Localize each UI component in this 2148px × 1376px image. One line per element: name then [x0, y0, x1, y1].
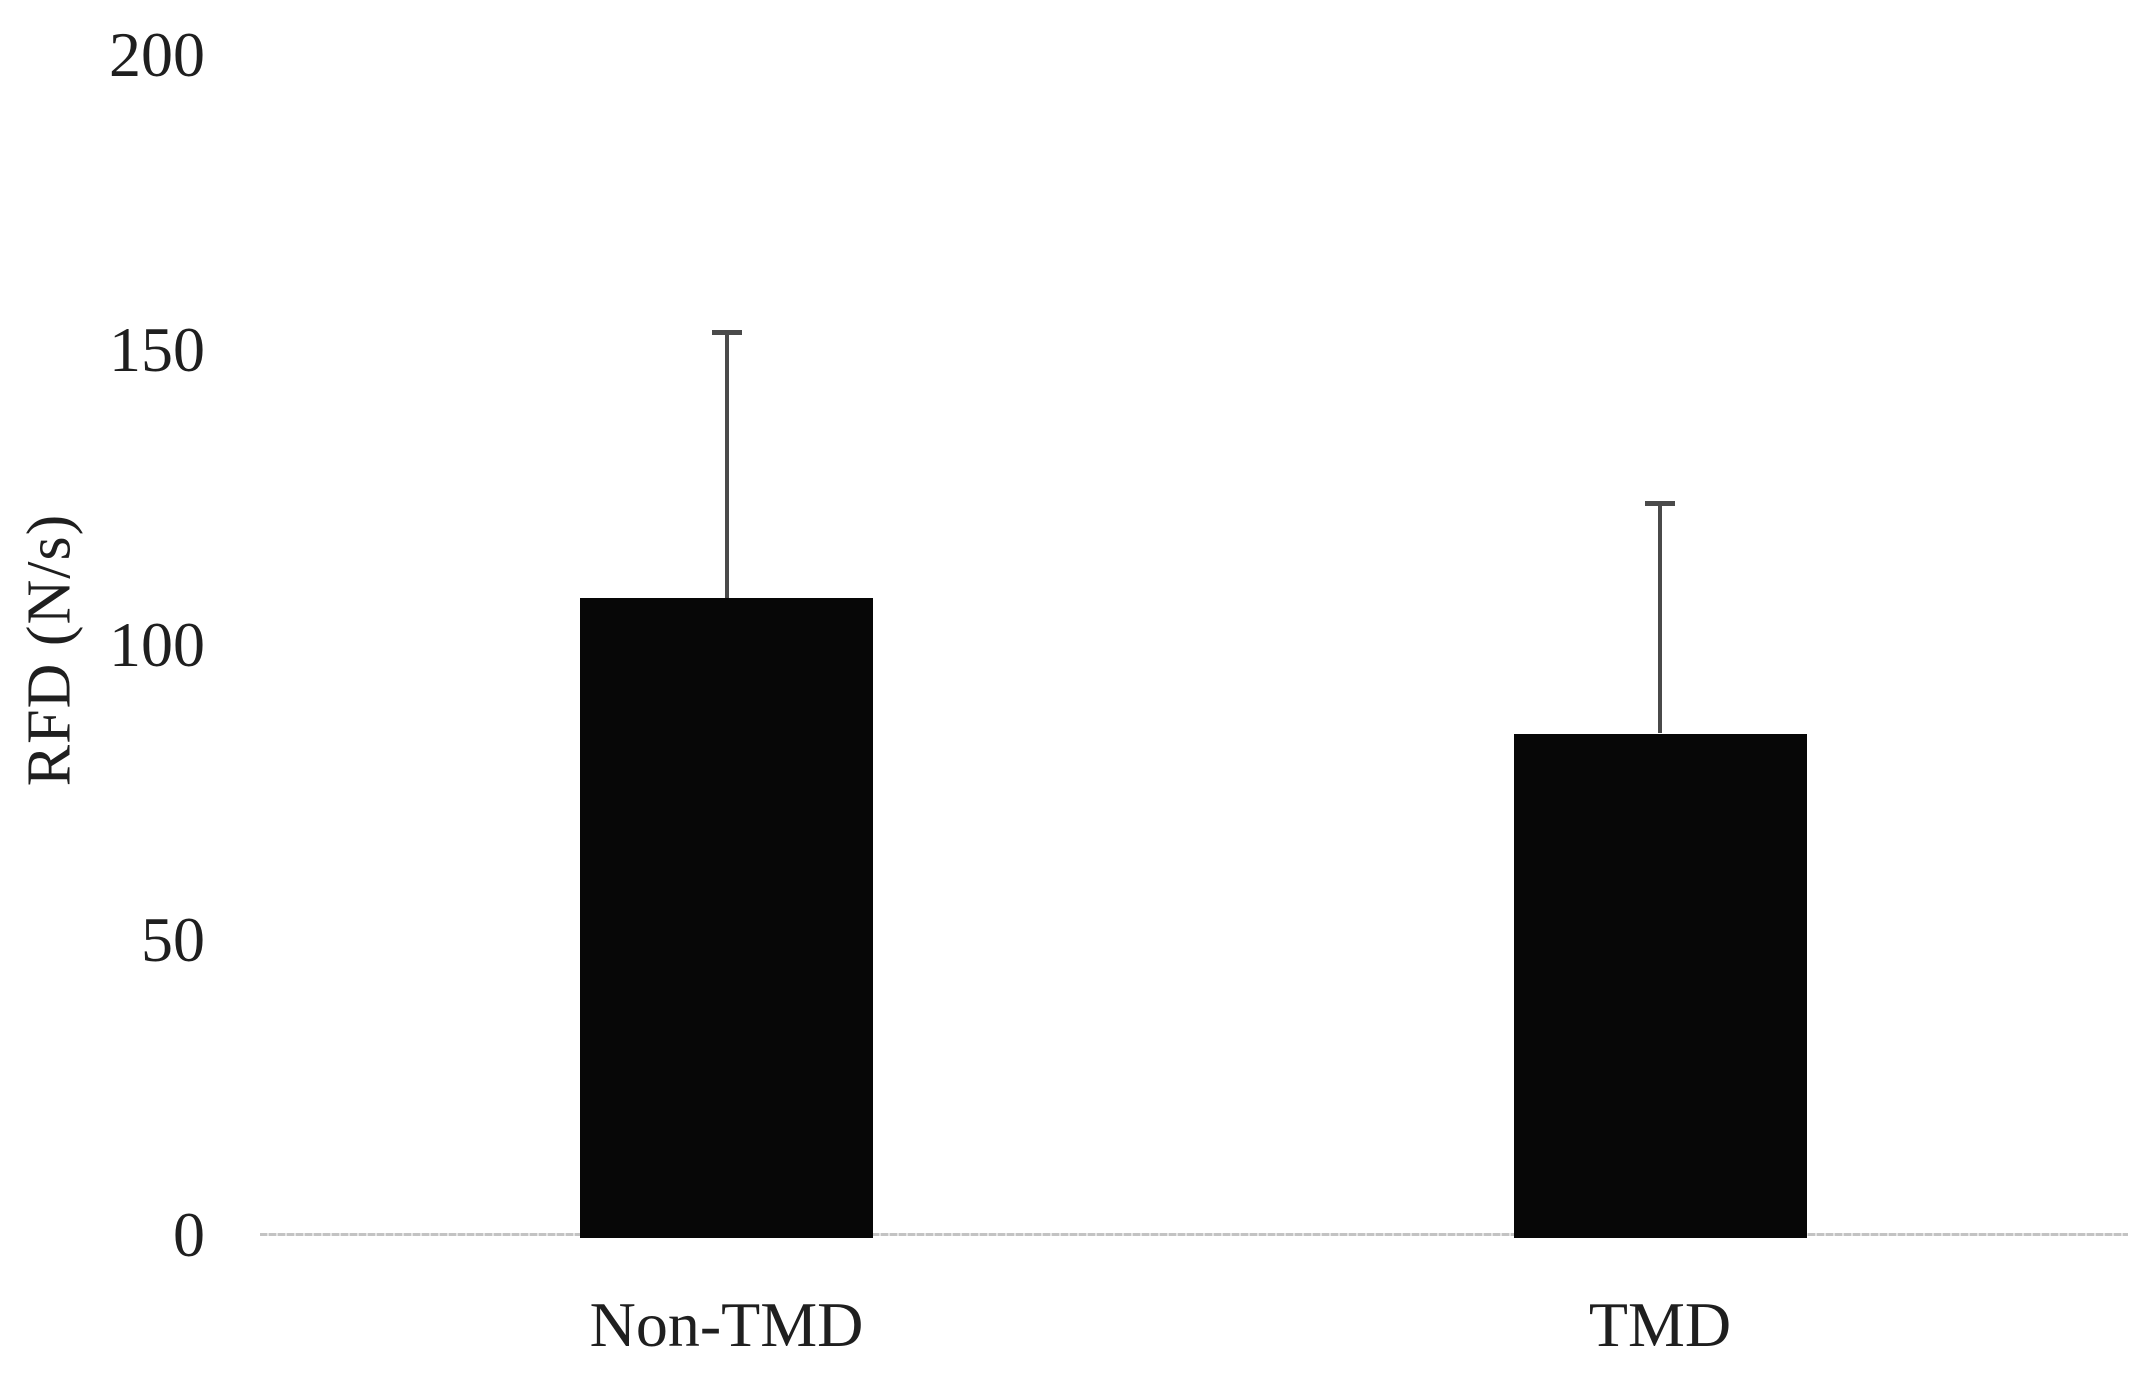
y-tick-label: 150 — [109, 314, 205, 385]
x-category-label: TMD — [1588, 1289, 1732, 1360]
y-tick-label: 0 — [173, 1199, 205, 1270]
error-bar-tmd — [1658, 503, 1662, 734]
x-axis-line — [260, 1233, 2128, 1236]
bar-tmd — [1513, 733, 1807, 1238]
bar-non-tmd — [580, 597, 873, 1238]
y-tick-label: 50 — [141, 904, 205, 975]
y-tick-label: 100 — [109, 609, 205, 680]
error-bar-cap-tmd — [1645, 501, 1675, 507]
y-tick-label: 200 — [109, 19, 205, 90]
error-bar-non-tmd — [724, 332, 729, 598]
x-category-label: Non-TMD — [589, 1289, 864, 1360]
error-bar-cap-non-tmd — [711, 330, 742, 336]
